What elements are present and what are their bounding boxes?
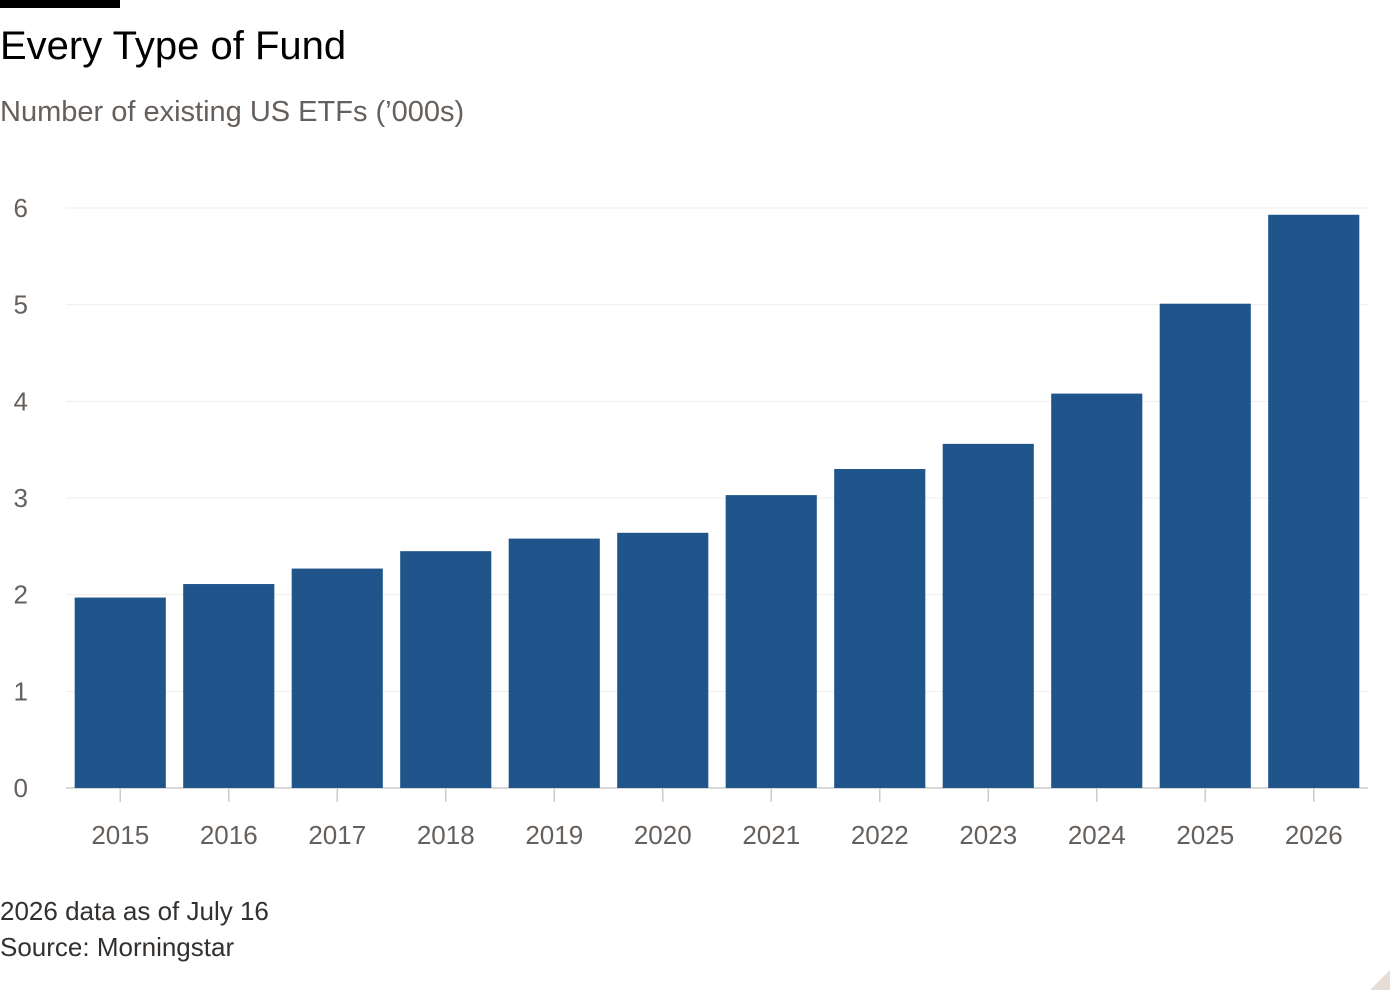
y-tick-label: 6 (14, 193, 28, 223)
bars (74, 214, 1360, 788)
x-tick-label: 2024 (1068, 820, 1126, 850)
x-tick-label: 2019 (525, 820, 583, 850)
bar (183, 584, 275, 788)
x-tick-label: 2017 (308, 820, 366, 850)
bar (725, 495, 817, 788)
brand-top-bar (0, 0, 120, 8)
bar (291, 568, 383, 788)
x-tick-label: 2020 (634, 820, 692, 850)
y-tick-label: 1 (14, 676, 28, 706)
y-tick-label: 4 (14, 386, 28, 416)
x-tick-label: 2022 (851, 820, 909, 850)
chart-title: Every Type of Fund (0, 24, 347, 68)
y-tick-label: 5 (14, 290, 28, 320)
y-tick-label: 0 (14, 773, 28, 803)
chart-note: 2026 data as of July 16 (0, 896, 269, 926)
corner-decoration (1370, 970, 1390, 990)
chart-subtitle: Number of existing US ETFs (’000s) (0, 96, 465, 128)
bar (1159, 303, 1251, 788)
x-tick-label: 2023 (959, 820, 1017, 850)
x-tick-label: 2016 (200, 820, 258, 850)
bar (617, 532, 709, 788)
bar (834, 469, 926, 788)
x-axis: 2015 2016 2017 2018 2019 2020 2021 2022 2023 2024… (91, 788, 1343, 850)
gridlines (66, 207, 1368, 789)
bar (74, 597, 166, 788)
bar (508, 538, 600, 788)
x-tick-label: 2021 (742, 820, 800, 850)
bar (942, 443, 1034, 788)
bar (400, 551, 492, 788)
chart-source: Source: Morningstar (0, 932, 235, 962)
bar (1268, 214, 1360, 788)
x-tick-label: 2025 (1176, 820, 1234, 850)
y-tick-label: 3 (14, 483, 28, 513)
x-tick-label: 2018 (417, 820, 475, 850)
bar (1051, 393, 1143, 788)
y-tick-label: 2 (14, 580, 28, 610)
x-tick-label: 2026 (1285, 820, 1343, 850)
x-tick-label: 2015 (91, 820, 149, 850)
y-axis-tick-labels: 0 1 2 3 4 5 6 (14, 193, 28, 803)
